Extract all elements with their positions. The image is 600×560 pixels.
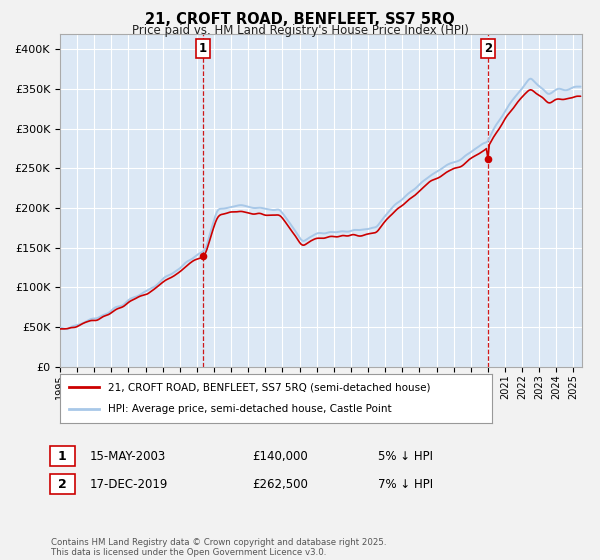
Text: 7% ↓ HPI: 7% ↓ HPI bbox=[378, 478, 433, 491]
Text: 21, CROFT ROAD, BENFLEET, SS7 5RQ: 21, CROFT ROAD, BENFLEET, SS7 5RQ bbox=[145, 12, 455, 27]
Text: 2: 2 bbox=[484, 42, 492, 55]
Text: 21, CROFT ROAD, BENFLEET, SS7 5RQ (semi-detached house): 21, CROFT ROAD, BENFLEET, SS7 5RQ (semi-… bbox=[107, 382, 430, 393]
Text: 2: 2 bbox=[58, 478, 67, 491]
Text: £262,500: £262,500 bbox=[252, 478, 308, 491]
Text: £140,000: £140,000 bbox=[252, 450, 308, 463]
Text: 17-DEC-2019: 17-DEC-2019 bbox=[90, 478, 169, 491]
Text: HPI: Average price, semi-detached house, Castle Point: HPI: Average price, semi-detached house,… bbox=[107, 404, 391, 414]
Text: Contains HM Land Registry data © Crown copyright and database right 2025.
This d: Contains HM Land Registry data © Crown c… bbox=[51, 538, 386, 557]
Text: 15-MAY-2003: 15-MAY-2003 bbox=[90, 450, 166, 463]
Text: 1: 1 bbox=[199, 42, 206, 55]
Text: 1: 1 bbox=[58, 450, 67, 463]
Text: 5% ↓ HPI: 5% ↓ HPI bbox=[378, 450, 433, 463]
Text: Price paid vs. HM Land Registry's House Price Index (HPI): Price paid vs. HM Land Registry's House … bbox=[131, 24, 469, 36]
